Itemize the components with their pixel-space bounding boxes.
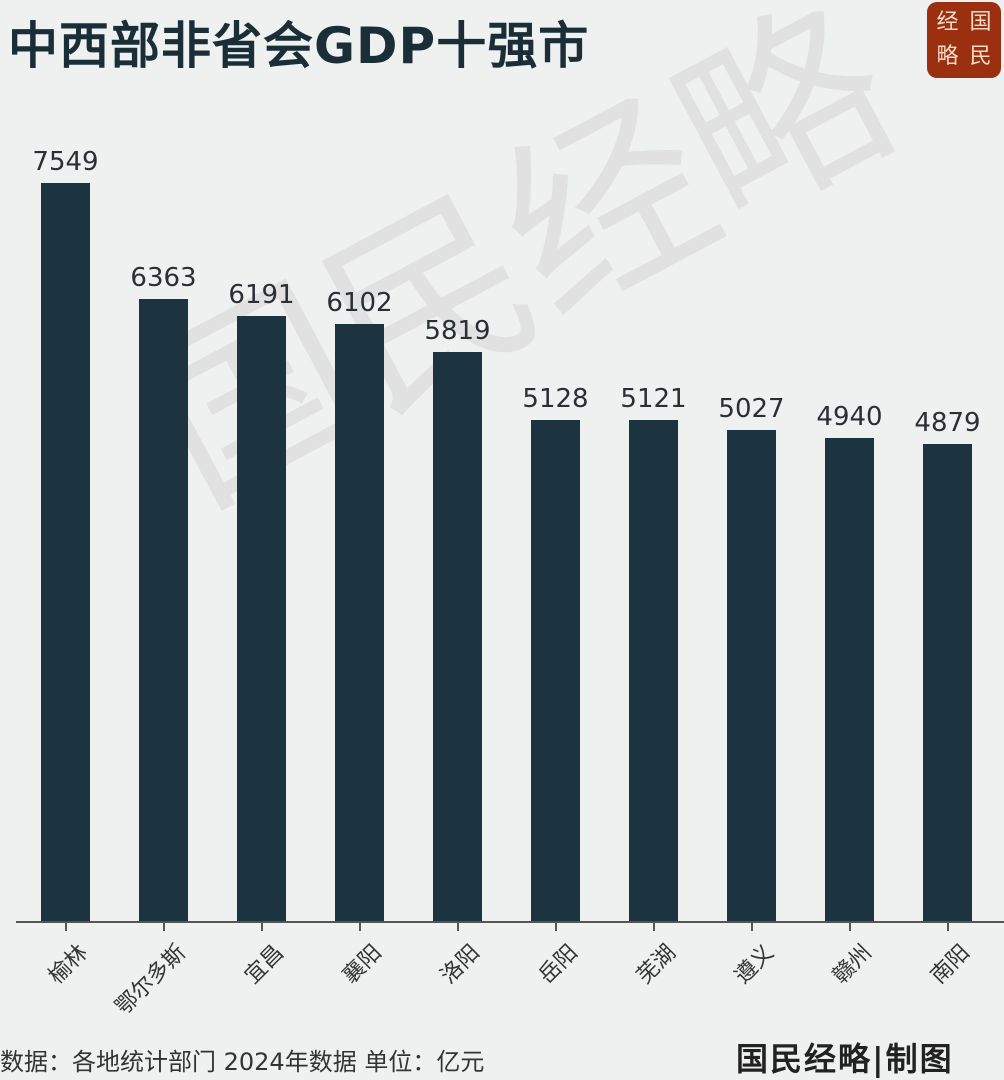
bar — [923, 444, 972, 921]
x-tick-label: 南阳 — [926, 940, 976, 990]
chart-credit: 国民经略|制图 — [736, 1040, 954, 1078]
logo-char: 略 — [936, 44, 959, 69]
logo-char: 民 — [969, 44, 992, 69]
bar-value-label: 5128 — [522, 384, 589, 414]
x-tick — [162, 923, 165, 931]
x-tick — [946, 923, 949, 931]
x-tick-label: 洛阳 — [436, 940, 486, 990]
bar-value-label: 6191 — [228, 280, 295, 310]
bar — [531, 420, 580, 921]
x-tick-label: 赣州 — [828, 940, 878, 990]
bar-value-label: 4940 — [816, 402, 883, 432]
bar — [727, 430, 776, 921]
x-tick — [554, 923, 557, 931]
bar — [237, 316, 286, 921]
x-tick — [750, 923, 753, 931]
bar — [825, 438, 874, 921]
x-tick-label: 榆林 — [44, 940, 94, 990]
logo-char: 经 — [936, 10, 959, 35]
x-tick — [456, 923, 459, 931]
logo-char: 国 — [969, 10, 992, 35]
x-tick-label: 芜湖 — [632, 940, 682, 990]
bar — [433, 352, 482, 921]
bar-value-label: 6363 — [130, 263, 197, 293]
chart-title: 中西部非省会GDP十强市 — [8, 17, 590, 75]
x-tick — [358, 923, 361, 931]
bar-value-label: 4879 — [914, 408, 981, 438]
x-tick — [652, 923, 655, 931]
bar — [139, 299, 188, 921]
x-tick-label: 宜昌 — [240, 940, 290, 990]
bar-value-label: 6102 — [326, 288, 393, 318]
bar-value-label: 5121 — [620, 384, 687, 414]
brand-logo: 经 国 略 民 — [927, 2, 1001, 78]
x-tick — [64, 923, 67, 931]
x-tick-label: 遵义 — [730, 940, 780, 990]
x-tick-label: 鄂尔多斯 — [111, 940, 192, 1021]
x-axis-line — [16, 921, 1004, 923]
x-tick-label: 岳阳 — [534, 940, 584, 990]
x-tick — [260, 923, 263, 931]
bar-value-label: 5819 — [424, 316, 491, 346]
bar — [629, 420, 678, 921]
bar-value-label: 5027 — [718, 394, 785, 424]
x-tick-label: 襄阳 — [338, 940, 388, 990]
bar — [335, 324, 384, 921]
bar — [41, 183, 90, 921]
bar-value-label: 7549 — [32, 147, 99, 177]
x-tick — [848, 923, 851, 931]
data-source-note: 数据：各地统计部门 2024年数据 单位：亿元 — [0, 1048, 485, 1076]
